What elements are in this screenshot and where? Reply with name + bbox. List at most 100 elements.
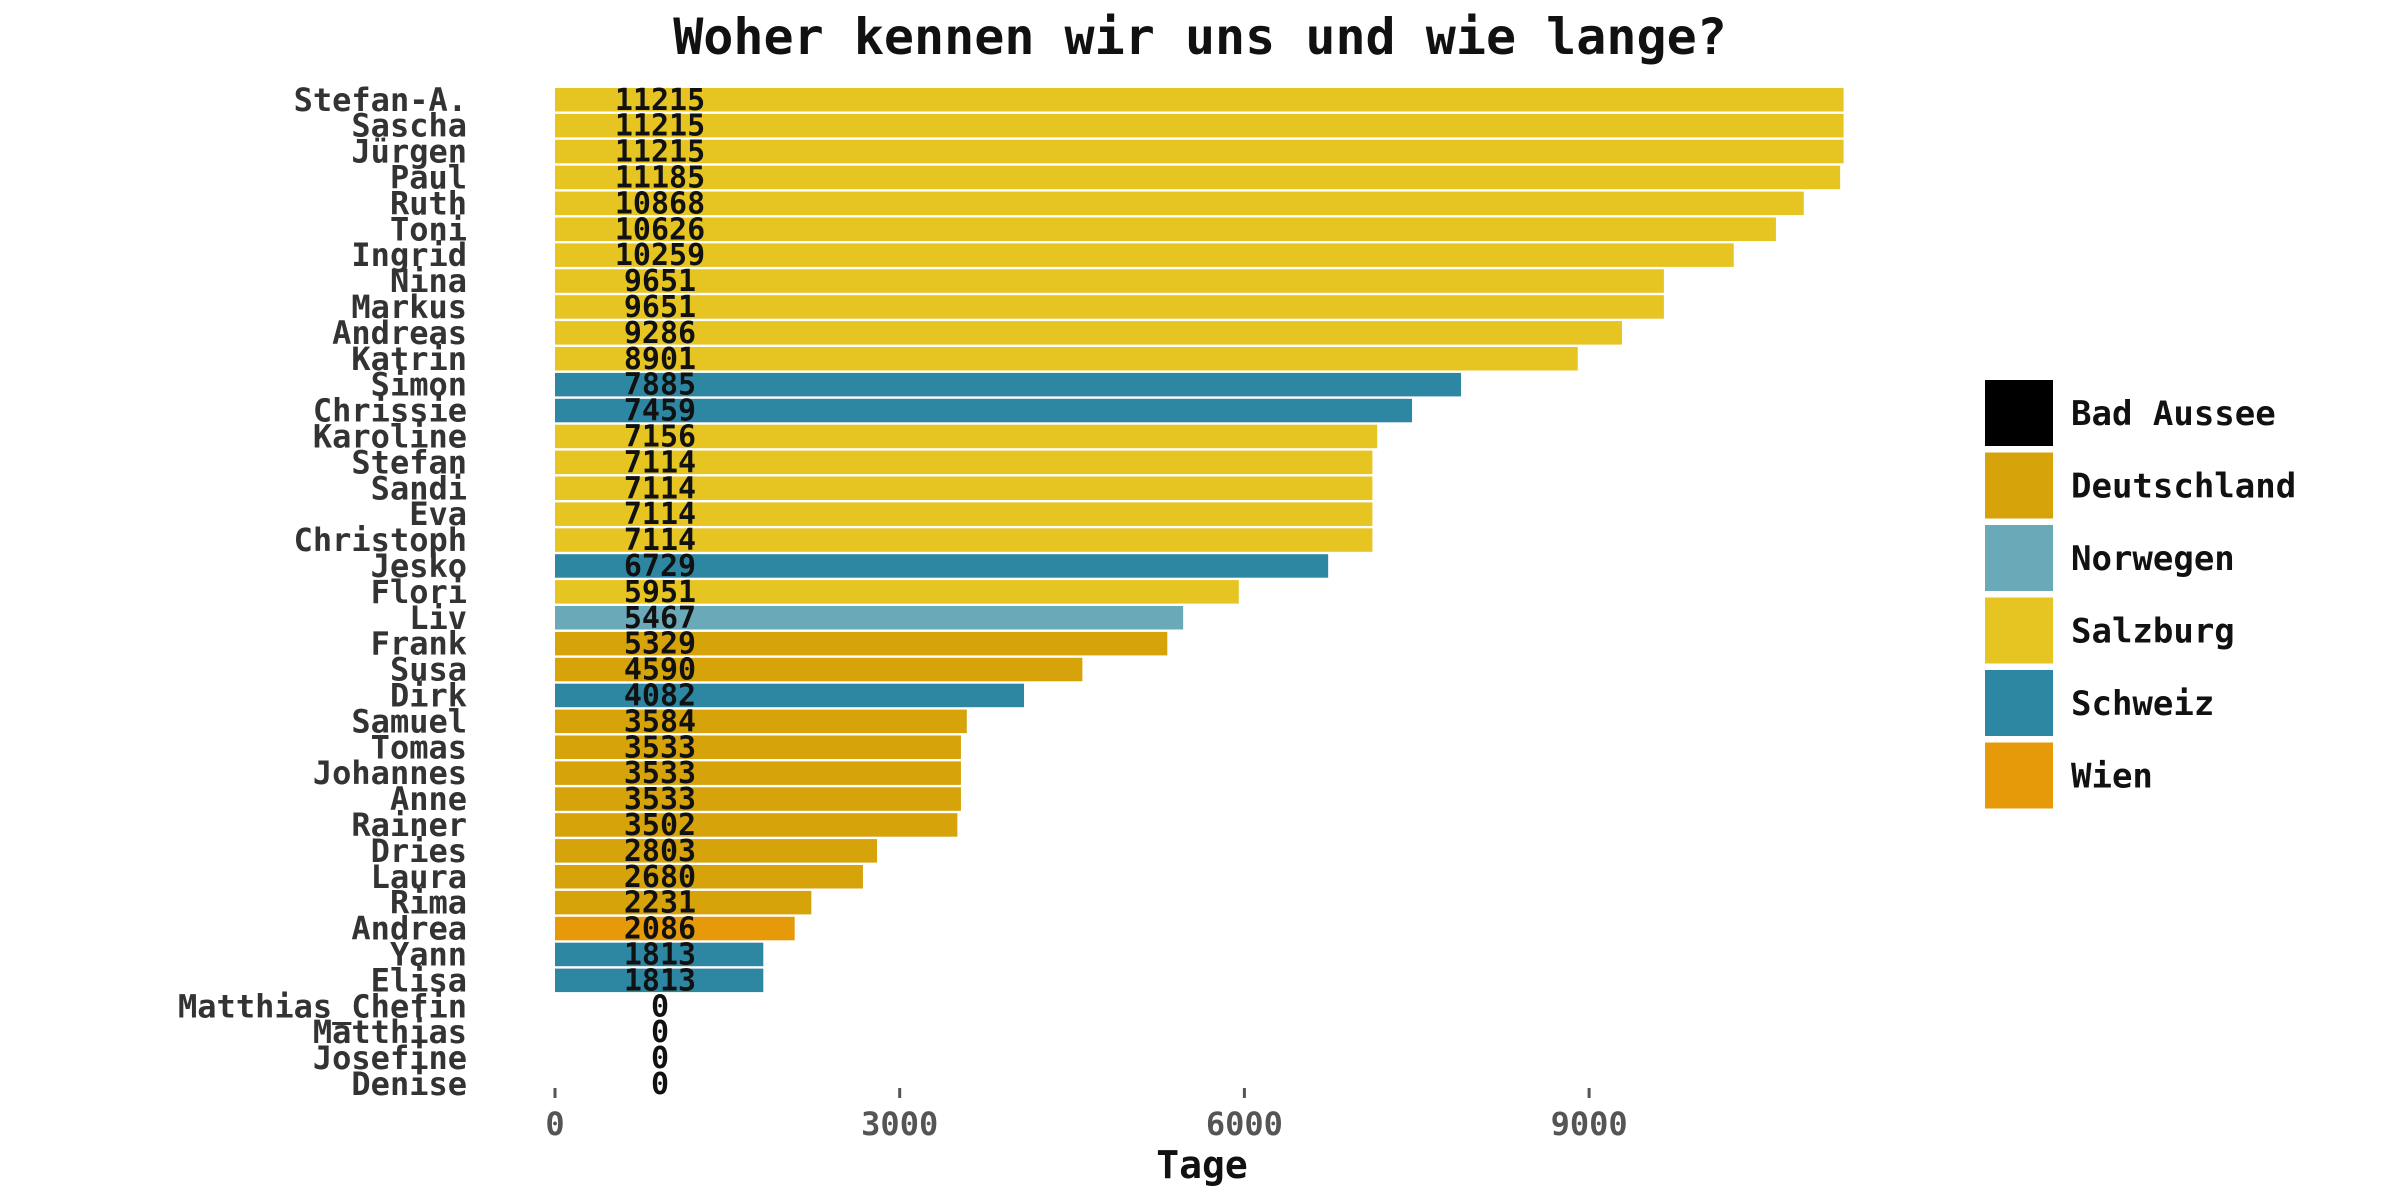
category-label: Flori: [371, 573, 467, 611]
value-label: 10626: [615, 212, 705, 247]
bar-andrea: [555, 916, 795, 941]
value-label: 7156: [624, 419, 696, 454]
category-label: Elisa: [371, 961, 467, 999]
value-label: 7459: [624, 394, 696, 429]
category-label: Josefine: [313, 1039, 467, 1077]
legend-swatch-deutschland: [1985, 452, 2053, 519]
bar-laura: [555, 865, 863, 889]
bar-rainer: [555, 813, 958, 837]
category-label: Simon: [371, 366, 467, 404]
category-label: Susa: [390, 651, 467, 689]
bar-anne: [555, 787, 961, 811]
bar-ingrid: [555, 243, 1734, 267]
value-label: 6729: [624, 549, 696, 584]
bar-j-rgen: [555, 139, 1844, 164]
bar-susa: [555, 657, 1083, 682]
category-label: Andreas: [332, 314, 467, 352]
legend-label: Norwegen: [2071, 539, 2235, 579]
x-tick-label: 6000: [1206, 1105, 1283, 1143]
value-label: 1813: [624, 963, 696, 998]
legend-label: Wien: [2071, 757, 2153, 797]
bar-karoline: [555, 424, 1378, 449]
bar-tomas: [555, 735, 961, 759]
category-label: Andrea: [351, 910, 467, 948]
value-label: 5951: [624, 575, 696, 610]
bar-nina: [555, 269, 1664, 293]
category-label: Sandi: [371, 469, 467, 507]
category-label: Denise: [351, 1065, 467, 1103]
category-label: Samuel: [351, 702, 467, 740]
value-label: 0: [651, 1067, 669, 1102]
bar-sandi: [555, 476, 1373, 500]
value-label: 7885: [624, 368, 696, 403]
legend-label: Salzburg: [2071, 612, 2235, 652]
value-label: 7114: [624, 523, 696, 558]
category-label: Markus: [351, 288, 467, 326]
bar-stefan: [555, 450, 1373, 475]
x-tick-label: 9000: [1551, 1105, 1628, 1143]
value-label: 2803: [624, 834, 696, 869]
category-label: Ingrid: [351, 236, 467, 274]
category-label: Dirk: [390, 676, 467, 714]
value-label: 3502: [624, 808, 696, 843]
value-label: 9286: [624, 316, 696, 351]
category-label: Johannes: [313, 754, 467, 792]
bar-yann: [555, 942, 764, 967]
bar-rima: [555, 890, 812, 915]
bar-stefan-a-: [555, 88, 1844, 112]
bar-dries: [555, 839, 878, 863]
bar-chrissie: [555, 398, 1413, 423]
category-label: Jesko: [371, 547, 467, 585]
category-label: Laura: [371, 858, 467, 896]
category-label: Toni: [390, 210, 467, 248]
category-label: Katrin: [351, 340, 467, 378]
category-label: Chrissie: [313, 392, 467, 430]
value-label: 0: [651, 1015, 669, 1050]
bar-liv: [555, 606, 1184, 630]
legend-swatch-wien: [1985, 742, 2053, 809]
value-label: 11215: [615, 83, 705, 118]
category-label: Anne: [390, 780, 467, 818]
value-label: 10259: [615, 238, 705, 273]
value-label: 7114: [624, 497, 696, 532]
x-axis-title: Tage: [1156, 1143, 1248, 1187]
category-label: Yann: [390, 935, 467, 973]
category-label: Jürgen: [351, 133, 467, 171]
x-axis: 0 3000 6000 9000: [545, 1088, 1628, 1143]
bars-layer: [555, 88, 1844, 993]
category-label: Ruth: [390, 184, 467, 222]
bar-ruth: [555, 191, 1804, 216]
value-label: 8901: [624, 342, 696, 377]
category-label: Liv: [409, 599, 467, 637]
category-label: Nina: [390, 262, 467, 300]
bar-frank: [555, 631, 1168, 656]
bar-elisa: [555, 968, 764, 993]
category-label: Stefan-A.: [294, 81, 467, 119]
value-label: 11185: [615, 160, 705, 195]
category-labels: Stefan-A.SaschaJürgenPaulRuthToniIngridN…: [178, 81, 467, 1103]
bar-johannes: [555, 761, 961, 785]
bar-toni: [555, 217, 1776, 241]
value-label: 1813: [624, 937, 696, 972]
category-label: Rainer: [351, 806, 467, 844]
value-label: 9651: [624, 264, 696, 299]
value-label: 2231: [624, 886, 696, 921]
category-label: Sascha: [351, 107, 467, 145]
value-label: 4590: [624, 653, 696, 688]
value-label: 3584: [624, 704, 696, 739]
category-label: Eva: [409, 495, 467, 533]
category-label: Matthias_Chefin: [178, 987, 467, 1025]
x-tick-label: 3000: [861, 1105, 938, 1143]
category-label: Matthias: [313, 1013, 467, 1051]
category-label: Karoline: [313, 417, 467, 455]
value-label: 7114: [624, 471, 696, 506]
bar-eva: [555, 502, 1373, 526]
category-label: Dries: [371, 832, 467, 870]
legend-swatch-salzburg: [1985, 597, 2053, 664]
value-label: 3533: [624, 756, 696, 791]
category-label: Frank: [371, 625, 467, 663]
x-tick-label: 0: [545, 1105, 564, 1143]
value-label: 2086: [624, 912, 696, 947]
category-label: Rima: [390, 884, 467, 922]
